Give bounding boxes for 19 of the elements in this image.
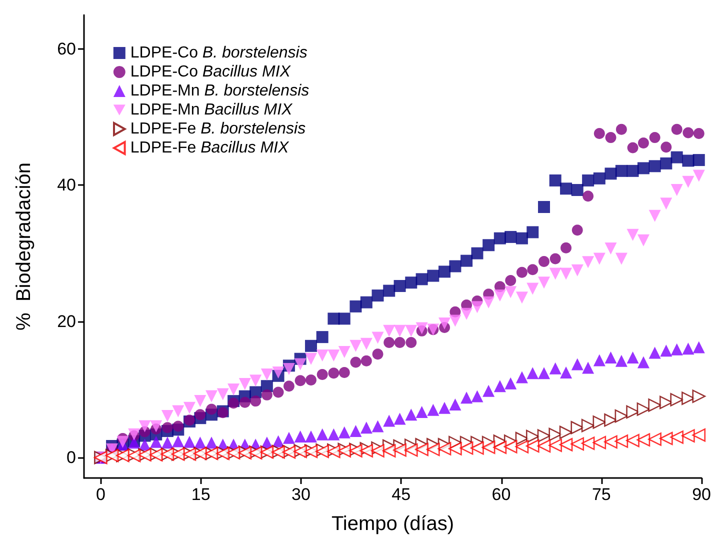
legend-label: LDPE-Fe B. borstelensis <box>130 120 306 138</box>
y-axis-title: % Biodegradación <box>13 162 35 330</box>
x-tick-label: 90 <box>692 485 712 504</box>
y-tick-label: 40 <box>57 176 76 195</box>
x-tick-label: 60 <box>492 485 511 504</box>
y-tick-label: 60 <box>57 40 76 59</box>
legend-label: LDPE-Mn B. borstelensis <box>130 82 310 100</box>
legend-label: LDPE-Fe Bacillus MIX <box>130 140 290 156</box>
y-tick-label: 0 <box>66 448 76 468</box>
x-tick-label: 0 <box>96 485 106 504</box>
y-tick-label: 20 <box>57 312 76 331</box>
x-tick-label: 30 <box>292 485 310 504</box>
legend-label: LDPE-Mn Bacillus MIX <box>130 102 294 118</box>
x-tick-label: 45 <box>392 485 411 504</box>
x-axis-title: Tiempo (días) <box>331 513 454 535</box>
x-tick-label: 15 <box>191 485 210 504</box>
legend-label: LDPE-Co B. borstelensis <box>130 44 308 62</box>
legend-label: LDPE-Co Bacillus MIX <box>130 64 292 80</box>
x-tick-label: 75 <box>592 485 611 504</box>
